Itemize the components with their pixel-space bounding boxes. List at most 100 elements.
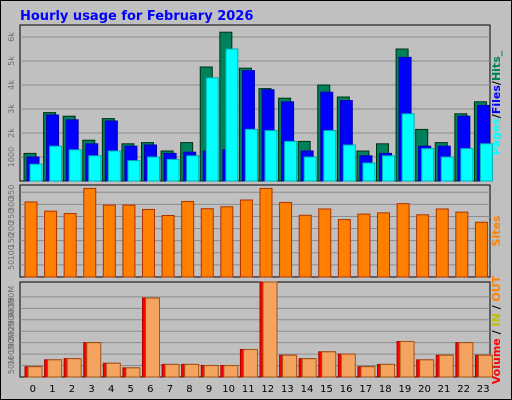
x-tick-label: 7: [167, 384, 173, 395]
sites-panel-tick-label: 200: [7, 221, 16, 236]
volume-panel-tick-label: 200M: [7, 320, 16, 342]
x-tick-label: 8: [186, 384, 192, 395]
x-tick-label: 20: [418, 384, 431, 395]
hits-panel-tick-label: 6k: [7, 32, 16, 42]
bar-sites: [44, 210, 58, 278]
bar-pages: [264, 130, 278, 182]
x-tick-label: 9: [206, 384, 212, 395]
x-tick-label: 22: [457, 384, 470, 395]
x-tick-label: 17: [359, 384, 372, 395]
sites-panel-tick-label: 100: [7, 245, 16, 260]
bar-sites: [142, 208, 155, 278]
x-tick-label: 13: [281, 384, 294, 395]
bar-pages: [29, 163, 43, 182]
volume-panel-tick-label: 50M: [7, 357, 16, 374]
x-tick-label: 10: [222, 384, 235, 395]
bar-out: [105, 362, 121, 378]
bar-sites: [416, 214, 430, 278]
bar-pages: [323, 130, 337, 182]
bar-out: [223, 365, 239, 378]
bar-out: [203, 365, 219, 378]
bar-sites: [259, 187, 273, 278]
bar-sites: [102, 204, 116, 278]
hits-panel-tick-label: 2k: [7, 128, 16, 138]
bar-out: [419, 359, 435, 378]
x-tick-label: 3: [88, 384, 94, 395]
bar-pages: [107, 150, 121, 182]
bar-out: [125, 367, 141, 378]
hits-panel-tick-label: 5k: [7, 56, 16, 66]
bar-pages: [382, 155, 395, 182]
bar-out: [164, 363, 180, 378]
bar-sites: [396, 203, 410, 278]
x-tick-label: 15: [320, 384, 333, 395]
bar-out: [282, 354, 298, 378]
sites-panel-tick-label: 150: [7, 233, 16, 248]
x-tick-label: 23: [477, 384, 490, 395]
sites-panel-tick-label: 250: [7, 209, 16, 224]
bar-pages: [147, 156, 160, 182]
volume-panel-tick-label: 100M: [7, 343, 16, 365]
bar-sites: [122, 204, 136, 278]
x-tick-label: 0: [30, 384, 36, 395]
bar-sites: [24, 201, 38, 278]
hits-panel-tick-label: 4k: [7, 80, 16, 90]
hits-panel-tick-label: 3k: [7, 104, 16, 114]
bar-out: [360, 366, 376, 378]
bar-out: [47, 359, 63, 378]
x-tick-label: 18: [379, 384, 392, 395]
x-tick-label: 11: [242, 384, 255, 395]
bar-pages: [88, 155, 102, 182]
bar-out: [242, 349, 258, 378]
bar-out: [184, 363, 200, 378]
bar-sites: [63, 213, 77, 278]
bar-sites: [161, 215, 175, 278]
hits-panel-tick-label: 1000: [7, 147, 16, 167]
x-tick-label: 6: [147, 384, 153, 395]
bar-sites: [83, 187, 97, 278]
volume-panel-tick-label: 250M: [7, 309, 16, 331]
bar-sites: [239, 199, 253, 278]
bar-pages: [362, 162, 376, 182]
bar-sites: [435, 208, 449, 278]
chart-title: Hourly usage for February 2026: [20, 9, 253, 24]
bar-pages: [479, 143, 493, 182]
bar-pages: [284, 140, 298, 182]
bar-sites: [357, 213, 371, 278]
bar-sites: [318, 208, 332, 278]
bar-pages: [225, 48, 239, 182]
bar-sites: [337, 219, 351, 278]
volume-panel-tick-label: 150M: [7, 331, 16, 353]
bar-out: [438, 354, 454, 378]
sites-panel-tick-label: 350: [7, 185, 16, 200]
sites-legend: Sites: [490, 215, 503, 246]
bar-out: [86, 342, 102, 378]
bar-sites: [474, 221, 488, 278]
volume-panel-tick-label: 350M: [7, 286, 16, 308]
bar-pages: [205, 77, 219, 182]
sites-panel-tick-label: 50: [7, 260, 16, 270]
x-tick-label: 19: [399, 384, 412, 395]
bar-pages: [421, 148, 435, 182]
bar-pages: [186, 155, 200, 182]
bar-out: [399, 341, 415, 378]
bar-pages: [127, 160, 141, 182]
bar-out: [27, 366, 43, 378]
bar-out: [262, 281, 278, 378]
bar-pages: [166, 158, 180, 182]
bar-sites: [298, 214, 312, 278]
bar-pages: [303, 156, 317, 182]
x-tick-label: 2: [69, 384, 75, 395]
bar-sites: [200, 208, 214, 278]
bar-out: [458, 342, 474, 378]
bar-sites: [377, 212, 390, 278]
bar-out: [301, 358, 317, 378]
bar-out: [321, 351, 337, 378]
bar-sites: [279, 201, 293, 278]
sites-panel-tick-label: 300: [7, 197, 16, 212]
bar-pages: [49, 145, 63, 182]
volume-panel-tick-label: 300M: [7, 297, 16, 319]
x-tick-label: 12: [261, 384, 274, 395]
hits-legend: Pages/Files/Hits_: [490, 50, 503, 155]
